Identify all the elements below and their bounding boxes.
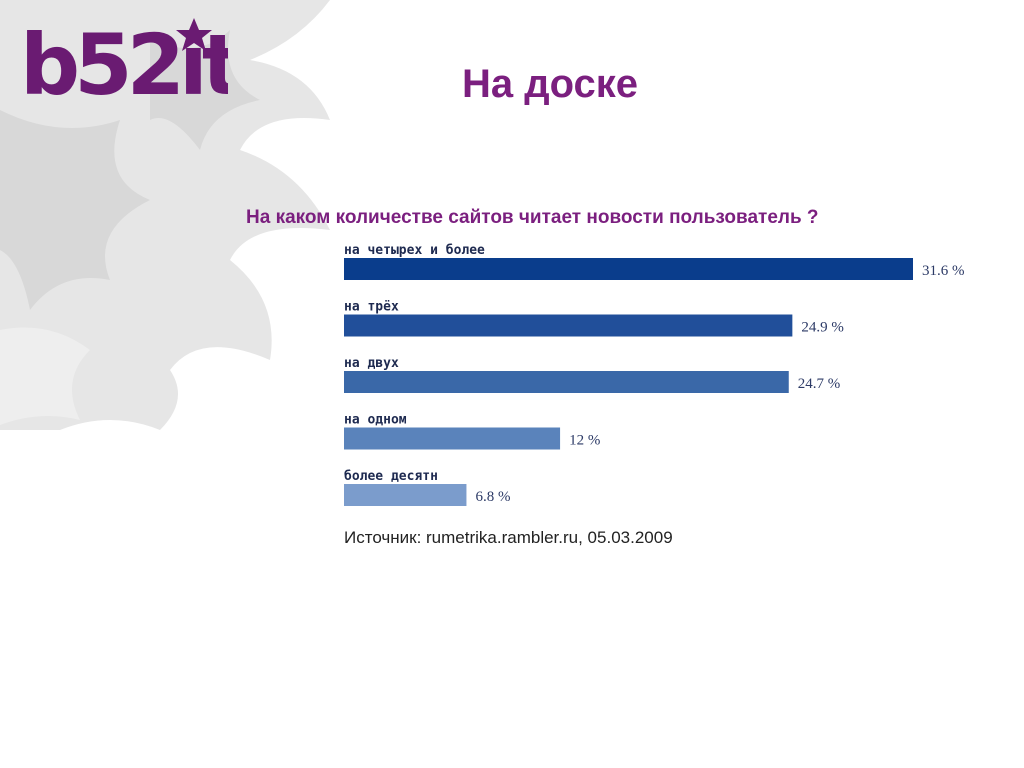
bar [344,258,913,280]
value-label: 31.6 % [922,263,965,279]
bar [344,371,789,393]
value-label: 24.9 % [801,320,844,336]
star-icon [176,18,212,51]
bar [344,427,561,450]
value-label: 6.8 % [475,489,510,505]
category-label: на трёх [344,300,399,315]
slide-title: На доске [462,62,639,106]
value-label: 12 % [569,433,600,449]
value-label: 24.7 % [798,376,841,392]
source-note: Источник: rumetrika.rambler.ru, 05.03.20… [344,528,673,547]
category-label: более десятн [344,469,438,484]
category-label: на четырех и более [344,243,485,258]
category-label: на двух [344,356,399,371]
chart-title: На каком количестве сайтов читает новост… [246,207,819,228]
b52it-logo: b52it [20,16,228,106]
bar [344,484,467,506]
bar [344,314,793,337]
category-label: на одном [344,413,407,428]
